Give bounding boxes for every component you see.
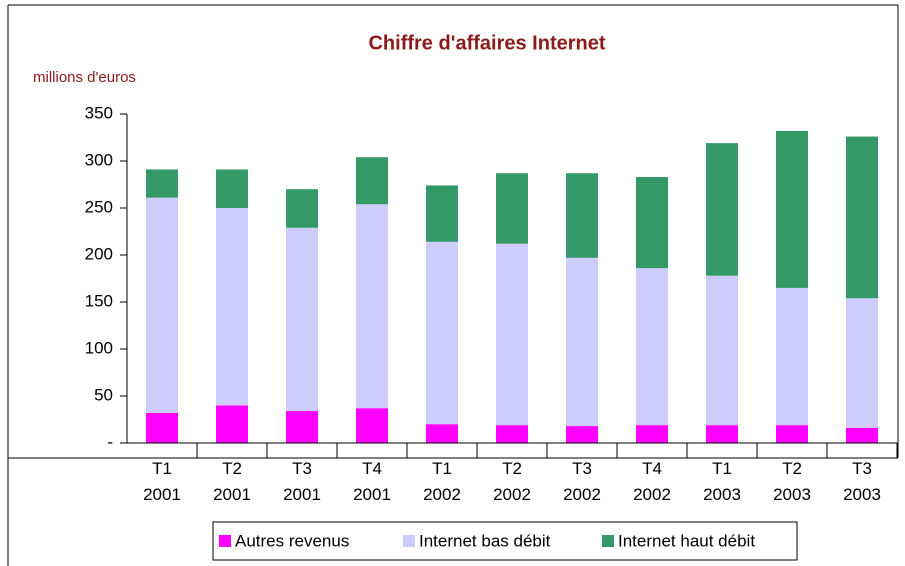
x-tick-label: T2 2003 <box>773 459 811 504</box>
bar-segment <box>146 169 178 198</box>
bar-segment <box>846 298 878 428</box>
y-tick-label: 300 <box>85 150 113 169</box>
y-tick-label: 50 <box>94 385 113 404</box>
bar-segment <box>566 173 598 258</box>
bar-segment <box>566 426 598 443</box>
chart-title: Chiffre d'affaires Internet <box>368 32 605 54</box>
bar-segment <box>286 189 318 228</box>
bar-segment <box>776 425 808 443</box>
bar-segment <box>846 136 878 299</box>
x-tick-label: T3 2003 <box>843 459 881 504</box>
y-tick-label: 200 <box>85 244 113 263</box>
legend-label: Internet bas débit <box>419 531 551 550</box>
bar-segment <box>636 176 668 269</box>
bar-segment <box>216 208 248 406</box>
x-tick-label: T2 2001 <box>213 459 251 504</box>
legend-swatch <box>602 535 614 547</box>
bar-segment <box>636 425 668 443</box>
y-tick-label: 150 <box>85 291 113 310</box>
y-axis-label: millions d'euros <box>33 69 136 86</box>
bar-segment <box>146 197 178 413</box>
x-tick-label: T4 2001 <box>353 459 391 504</box>
legend-label: Autres revenus <box>235 531 349 550</box>
bar-segment <box>706 143 738 276</box>
legend-label: Internet haut débit <box>618 531 755 550</box>
bar-segment <box>776 287 808 426</box>
bar-segment <box>216 405 248 443</box>
bar-segment <box>286 411 318 443</box>
legend-swatch <box>403 535 415 547</box>
x-tick-label: T3 2001 <box>283 459 321 504</box>
y-tick-label: 100 <box>85 338 113 357</box>
bar-segment <box>216 169 248 208</box>
bar-segment <box>356 157 388 205</box>
bar-segment <box>706 275 738 426</box>
bar-segment <box>426 241 458 425</box>
bar-segment <box>356 204 388 409</box>
bar-segment <box>496 243 528 426</box>
y-tick-label: 250 <box>85 197 113 216</box>
bar-segment <box>636 268 668 426</box>
bar-segment <box>146 412 178 443</box>
x-tick-label: T1 2001 <box>143 459 181 504</box>
x-tick-label: T1 2003 <box>703 459 741 504</box>
bar-segment <box>776 130 808 288</box>
bar-segment <box>496 425 528 443</box>
bar-segment <box>426 185 458 242</box>
bar-segment <box>426 424 458 443</box>
bar-segment <box>846 427 878 443</box>
bar-segment <box>286 227 318 412</box>
x-tick-label: T2 2002 <box>493 459 531 504</box>
bar-segment <box>566 257 598 427</box>
x-tick-label: T1 2002 <box>423 459 461 504</box>
bar-segment <box>706 425 738 443</box>
y-tick-label: - <box>107 432 113 451</box>
bar-segment <box>356 408 388 443</box>
x-tick-label: T4 2002 <box>633 459 671 504</box>
legend-swatch <box>219 535 231 547</box>
y-tick-label: 350 <box>85 103 113 122</box>
x-tick-label: T3 2002 <box>563 459 601 504</box>
legend <box>212 521 798 561</box>
bar-segment <box>496 173 528 244</box>
